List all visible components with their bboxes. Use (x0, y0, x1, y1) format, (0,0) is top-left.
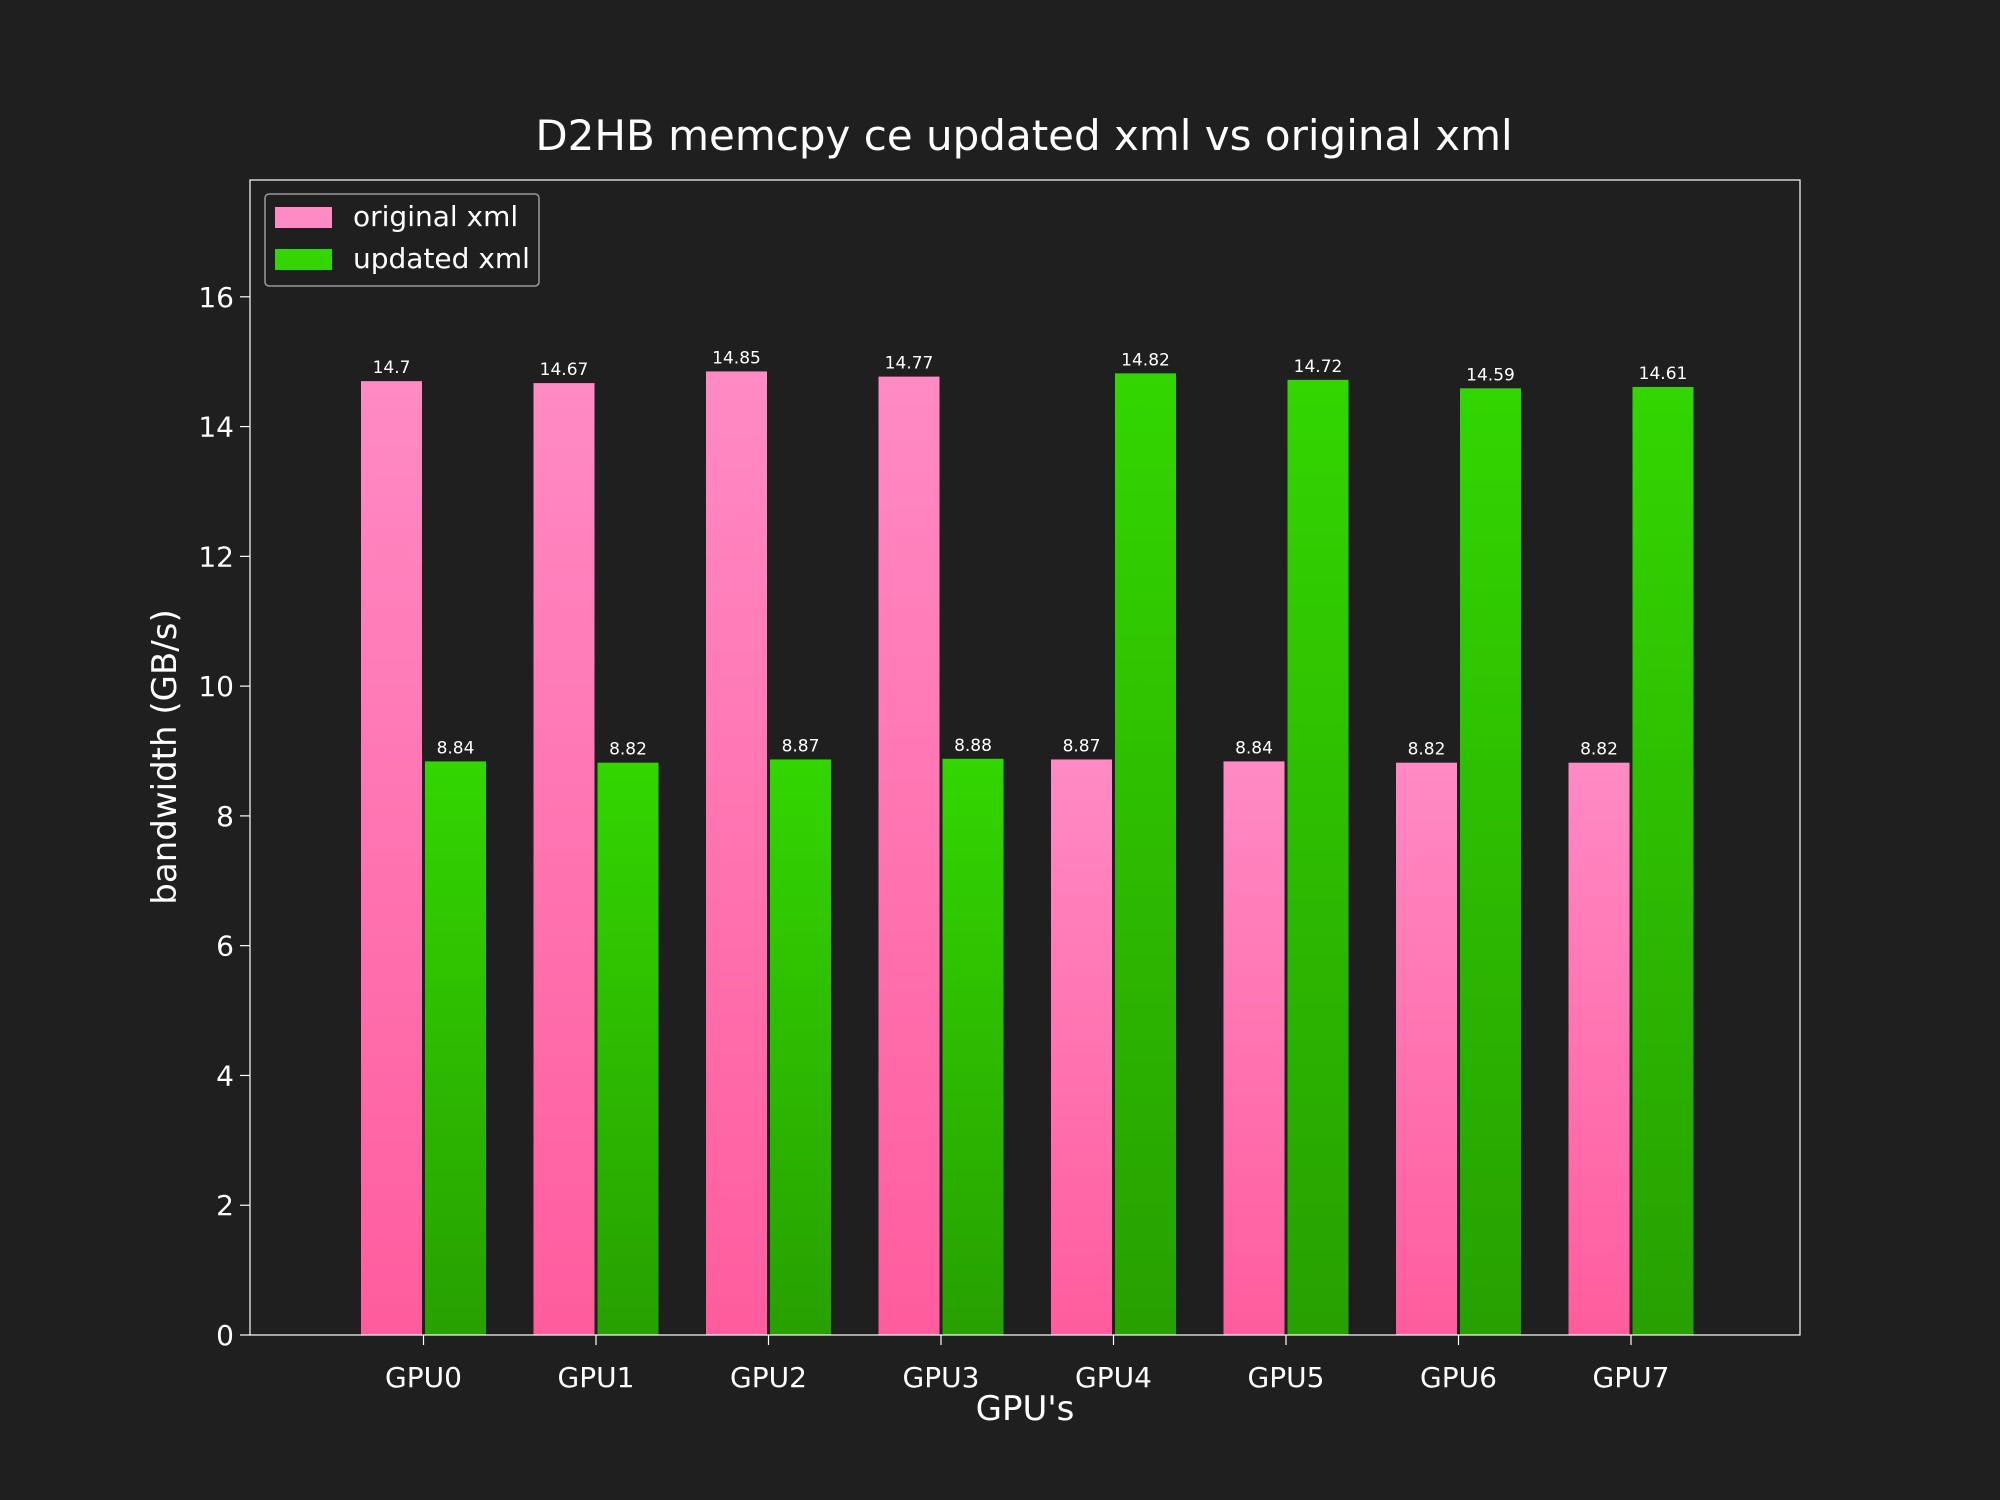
y-tick-label: 4 (216, 1059, 234, 1092)
chart-title: D2HB memcpy ce updated xml vs original x… (535, 111, 1512, 160)
bar-value-label: 14.85 (712, 348, 761, 368)
bar-value-label: 8.87 (782, 736, 820, 756)
bar-updated-gpu5 (1287, 379, 1349, 1335)
x-tick-label: GPU2 (730, 1361, 807, 1394)
x-tick-label: GPU1 (558, 1361, 635, 1394)
y-tick-label: 0 (216, 1319, 234, 1352)
bar-original-gpu4 (1051, 759, 1112, 1335)
bar-value-label: 14.67 (540, 360, 589, 380)
y-tick-label: 8 (216, 800, 234, 833)
y-tick-label: 10 (198, 670, 234, 703)
x-tick-label: GPU3 (903, 1361, 980, 1394)
bar-updated-gpu3 (942, 758, 1004, 1335)
y-tick-label: 12 (198, 540, 234, 573)
x-tick-label: GPU6 (1420, 1361, 1497, 1394)
bar-original-gpu1 (533, 383, 595, 1335)
y-tick-label: 14 (198, 411, 234, 444)
legend-swatch-updated (275, 249, 332, 270)
y-tick-label: 6 (216, 930, 234, 963)
bars (361, 371, 1694, 1336)
y-tick-label: 2 (216, 1189, 234, 1222)
bar-value-label: 8.84 (437, 738, 475, 758)
x-tick-label: GPU7 (1593, 1361, 1670, 1394)
bar-value-label: 14.72 (1294, 357, 1343, 377)
bar-value-label: 8.88 (954, 736, 992, 756)
bar-updated-gpu7 (1632, 386, 1694, 1335)
x-axis: GPU0 GPU1 GPU2 GPU3 GPU4 GPU5 GPU6 GPU7 (385, 1335, 1669, 1394)
x-tick-label: GPU0 (385, 1361, 462, 1394)
bar-original-gpu6 (1396, 762, 1457, 1335)
legend-box (264, 193, 540, 287)
bar-value-label: 8.84 (1235, 738, 1273, 758)
bar-updated-gpu6 (1460, 388, 1521, 1336)
legend-label-original: original xml (353, 200, 518, 233)
x-tick-label: GPU5 (1248, 1361, 1325, 1394)
bar-updated-gpu1 (597, 762, 659, 1335)
bar-value-label: 8.82 (609, 740, 647, 760)
bar-value-label: 8.82 (1580, 740, 1618, 760)
y-axis-label: bandwidth (GB/s) (145, 609, 185, 904)
bar-value-label: 8.87 (1063, 736, 1101, 756)
bar-updated-gpu2 (770, 759, 831, 1335)
bar-value-label: 14.7 (373, 358, 411, 378)
bar-original-gpu5 (1223, 761, 1285, 1335)
bar-original-gpu2 (706, 371, 767, 1335)
legend-swatch-original (275, 207, 332, 228)
bar-original-gpu7 (1568, 762, 1630, 1335)
bar-value-label: 14.82 (1121, 350, 1170, 370)
y-tick-label: 16 (198, 281, 234, 314)
bar-original-gpu0 (361, 381, 422, 1335)
x-tick-label: GPU4 (1075, 1361, 1152, 1394)
legend: original xml updated xml (264, 193, 540, 287)
bar-updated-gpu4 (1115, 373, 1176, 1335)
bar-original-gpu3 (878, 376, 940, 1335)
bar-value-label: 8.82 (1408, 740, 1446, 760)
bar-value-label: 14.61 (1639, 364, 1688, 384)
plot-frame (249, 179, 1801, 1336)
y-axis: 0 2 4 6 8 10 12 14 16 (198, 281, 250, 1352)
bar-value-label: 14.77 (885, 354, 934, 374)
bar-value-label: 14.59 (1466, 365, 1515, 385)
x-axis-label: GPU's (976, 1389, 1075, 1429)
bar-updated-gpu0 (425, 761, 486, 1335)
data-labels: 14.7 14.67 14.85 14.77 8.87 8.84 8.82 8.82 8.84 8… (373, 348, 1688, 759)
legend-label-updated: updated xml (353, 242, 530, 275)
